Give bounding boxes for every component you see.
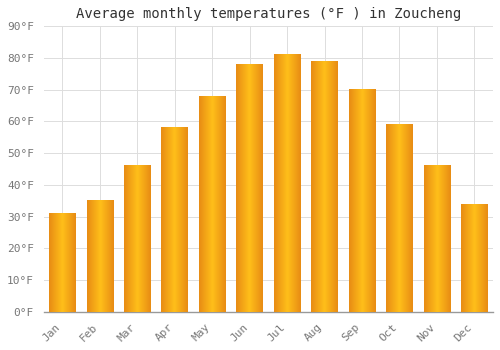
Title: Average monthly temperatures (°F ) in Zoucheng: Average monthly temperatures (°F ) in Zo… <box>76 7 461 21</box>
